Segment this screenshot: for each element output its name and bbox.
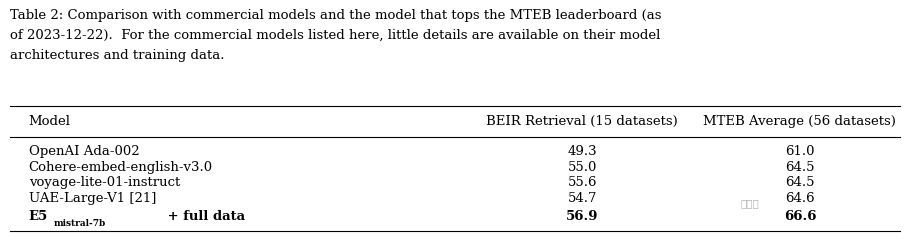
- Text: OpenAI Ada-002: OpenAI Ada-002: [29, 145, 139, 158]
- Text: BEIR Retrieval (15 datasets): BEIR Retrieval (15 datasets): [486, 115, 678, 128]
- Text: 61.0: 61.0: [786, 145, 815, 158]
- Text: 64.5: 64.5: [786, 176, 815, 189]
- Text: 64.6: 64.6: [785, 192, 815, 205]
- Text: 新智元: 新智元: [741, 198, 760, 208]
- Text: E5: E5: [29, 210, 48, 223]
- Text: Model: Model: [29, 115, 71, 128]
- Text: 66.6: 66.6: [784, 210, 816, 223]
- Text: voyage-lite-01-instruct: voyage-lite-01-instruct: [29, 176, 180, 189]
- Text: mistral-7b: mistral-7b: [54, 219, 106, 228]
- Text: 55.6: 55.6: [567, 176, 597, 189]
- Text: Cohere-embed-english-v3.0: Cohere-embed-english-v3.0: [29, 161, 213, 174]
- Text: architectures and training data.: architectures and training data.: [10, 49, 225, 62]
- Text: 56.9: 56.9: [565, 210, 599, 223]
- Text: Table 2: Comparison with commercial models and the model that tops the MTEB lead: Table 2: Comparison with commercial mode…: [10, 9, 662, 22]
- Text: + full data: + full data: [163, 210, 245, 223]
- Text: UAE-Large-V1 [21]: UAE-Large-V1 [21]: [29, 192, 156, 205]
- Text: of 2023-12-22).  For the commercial models listed here, little details are avail: of 2023-12-22). For the commercial model…: [10, 29, 661, 42]
- Text: 55.0: 55.0: [567, 161, 597, 174]
- Text: MTEB Average (56 datasets): MTEB Average (56 datasets): [704, 115, 896, 128]
- Text: 64.5: 64.5: [786, 161, 815, 174]
- Text: 54.7: 54.7: [567, 192, 597, 205]
- Text: 49.3: 49.3: [567, 145, 597, 158]
